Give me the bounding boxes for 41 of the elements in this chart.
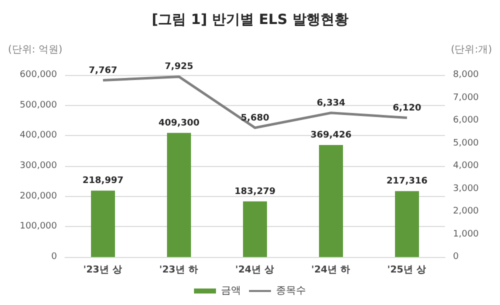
y2-tick-label: 5,000 — [453, 138, 480, 148]
y2-axis-title: (단위:개) — [450, 44, 492, 56]
y-tick-label: 400,000 — [20, 130, 58, 141]
data-label: 6,334 — [316, 98, 346, 108]
bar — [243, 201, 267, 257]
y2-tick-label: 3,000 — [453, 184, 480, 194]
bar — [167, 132, 191, 257]
x-tick-label: '23년 상 — [83, 264, 123, 276]
y2-tick-label: 8,000 — [453, 70, 480, 80]
x-tick-label: '24년 하 — [311, 264, 351, 276]
data-label: 183,279 — [234, 186, 276, 197]
y2-tick-label: 2,000 — [453, 206, 480, 216]
data-label: 369,426 — [310, 130, 352, 140]
y-tick-label: 0 — [51, 252, 58, 262]
y-tick-label: 500,000 — [20, 100, 58, 110]
y2-tick-label: 1,000 — [453, 229, 480, 240]
data-label: 409,300 — [158, 118, 200, 128]
y-tick-label: 300,000 — [20, 161, 58, 171]
chart-title: [그림 1] 반기별 ELS 발행현황 — [152, 12, 348, 28]
y2-tick-label: 7,000 — [453, 92, 480, 103]
y2-tick-label: 6,000 — [453, 116, 480, 126]
x-tick-label: '25년 상 — [387, 264, 427, 276]
y-tick-label: 200,000 — [20, 191, 58, 202]
y-tick-label: 100,000 — [20, 222, 58, 232]
data-label: 217,316 — [386, 176, 428, 187]
bar — [319, 144, 343, 257]
data-label: 7,767 — [88, 66, 118, 76]
bar — [395, 191, 419, 257]
y-tick-label: 600,000 — [20, 70, 58, 80]
legend-label: 금액 — [221, 286, 241, 296]
legend-label: 종목수 — [276, 286, 306, 296]
y2-tick-label: 4,000 — [453, 161, 480, 171]
x-tick-label: '23년 하 — [159, 264, 199, 276]
x-tick-label: '24년 상 — [235, 264, 275, 276]
bar — [91, 190, 115, 257]
y2-tick-label: 0 — [453, 252, 459, 262]
data-label: 7,925 — [164, 62, 194, 72]
y-axis-title: (단위: 억원) — [8, 44, 62, 56]
data-label: 218,997 — [82, 176, 124, 186]
data-label: 5,680 — [240, 113, 270, 124]
data-label: 6,120 — [392, 103, 422, 114]
